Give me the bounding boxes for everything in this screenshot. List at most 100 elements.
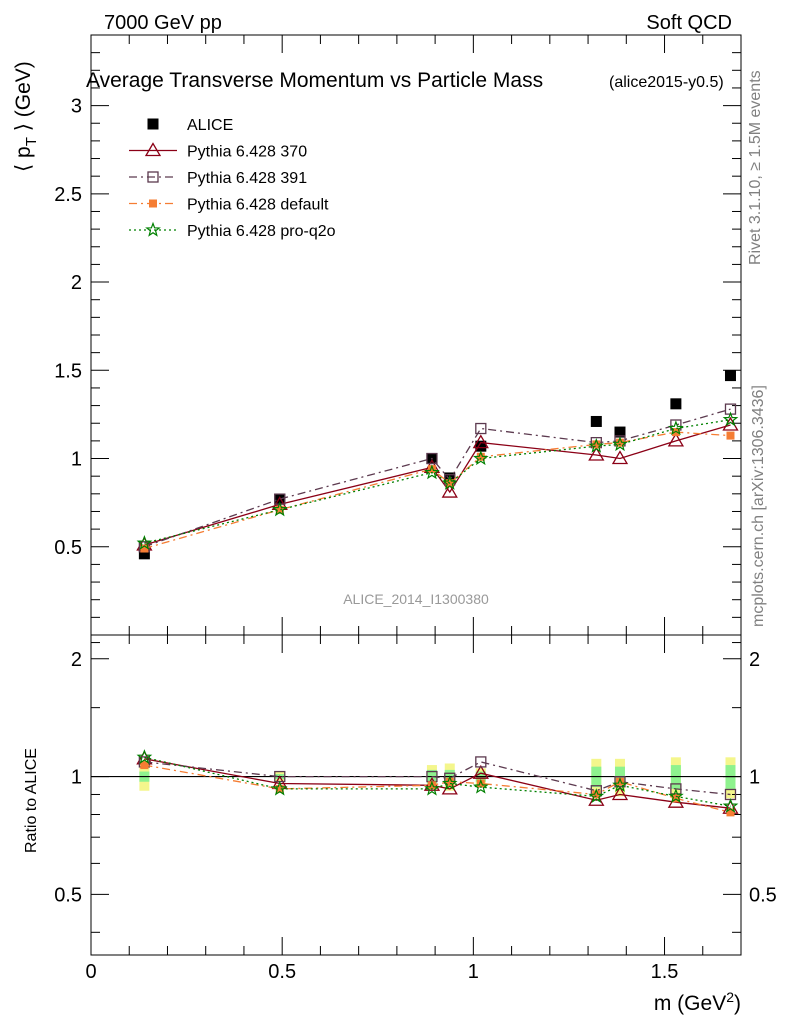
- legend-marker: [149, 199, 157, 208]
- ratio-y-axis-label: Ratio to ALICE: [23, 748, 40, 853]
- main-data-point: [441, 483, 458, 498]
- main-data-point: [427, 465, 436, 474]
- ratio-series-line: [144, 761, 731, 796]
- ratio-data-point: [668, 788, 684, 803]
- ratio-data-point: [726, 808, 735, 817]
- main-series-line: [144, 424, 731, 546]
- ratio-data-point: [424, 780, 440, 796]
- legend: ALICE Pythia 6.428 370 Pythia 6.428 391 Pyt…: [129, 117, 336, 240]
- ratio-axis-ticks: 0 0.5 1 1.5 0.5 0.5 1 1 2 2: [54, 635, 777, 983]
- ratio-data-point: [671, 794, 680, 803]
- ratio-data-point: [472, 778, 489, 794]
- main-data-point: [614, 426, 626, 438]
- ratio-data-point: [445, 777, 454, 786]
- main-data-point: [588, 437, 605, 453]
- ratio-data-point: [427, 781, 436, 790]
- legend-label: ALICE: [187, 117, 233, 134]
- x-tick-label: 0: [85, 961, 96, 983]
- main-series-pythia-6-428-pro-q2o: [136, 411, 739, 550]
- main-data-point: [667, 432, 685, 447]
- analysis-label: ALICE_2014_I1300380: [343, 591, 489, 607]
- ratio-data-point: [615, 777, 624, 786]
- main-data-point: [275, 505, 284, 514]
- main-y-tick-label: 2.5: [54, 184, 82, 206]
- legend-label: Pythia 6.428 391: [187, 170, 307, 187]
- x-axis-label: m (GeV2): [654, 989, 741, 1015]
- legend-label: Pythia 6.428 370: [187, 144, 307, 161]
- legend-marker: [144, 142, 162, 157]
- legend-entry-pythia-6-428-pro-q2o: Pythia 6.428 pro-q2o: [129, 221, 336, 240]
- svg-text:⟨ pT ⟩ (GeV): ⟨ pT ⟩ (GeV): [12, 61, 40, 172]
- main-data-point: [611, 450, 629, 465]
- main-data-point: [424, 464, 440, 480]
- ratio-plot-frame: [90, 634, 742, 956]
- main-data-point: [140, 544, 149, 553]
- main-y-tick-label: 0.5: [54, 537, 82, 559]
- main-panel: 0.5 1 1.5 2 2.5 3 Average Transverse Momentum…: [12, 34, 742, 636]
- main-data-point: [138, 548, 150, 560]
- ratio-data-point: [611, 786, 629, 801]
- main-data-point: [476, 452, 485, 461]
- ratio-data-point: [612, 777, 628, 792]
- ratio-data-point: [140, 761, 149, 770]
- legend-entry-pythia-6-428-370: Pythia 6.428 370: [129, 142, 307, 161]
- ratio-series-line: [144, 758, 731, 809]
- main-y-tick-label: 2: [71, 272, 82, 294]
- main-data-point: [475, 422, 487, 435]
- main-data-point: [671, 428, 680, 437]
- svg-text:m (GeV2): m (GeV2): [654, 989, 741, 1015]
- main-subtitle: (alice2015-y0.5): [609, 74, 724, 91]
- main-series-line: [144, 419, 731, 544]
- ratio-series-pythia-6-428-pro-q2o: [136, 749, 739, 813]
- ratio-y-tick-label-right: 2: [749, 649, 760, 671]
- ratio-data-point: [475, 756, 487, 768]
- ratio-series-line: [144, 756, 731, 807]
- ratio-series-pythia-6-428-391: [138, 756, 737, 801]
- x-tick-label: 0.5: [268, 961, 296, 983]
- ratio-series-pythia-6-428-default: [140, 761, 735, 817]
- legend-entry-pythia-6-428-default: Pythia 6.428 default: [129, 197, 329, 214]
- main-data-point: [612, 436, 628, 452]
- mcplots-label: mcplots.cern.ch [arXiv:1306.3436]: [750, 385, 767, 627]
- energy-label: 7000 GeV pp: [104, 12, 222, 34]
- ratio-series-pythia-6-428-370: [136, 750, 739, 814]
- ratio-data-point: [614, 776, 626, 788]
- x-tick-label: 1: [468, 961, 479, 983]
- main-data-point: [668, 420, 684, 436]
- legend-entry-pythia-6-428-391: Pythia 6.428 391: [129, 170, 307, 187]
- ratio-data-point: [271, 780, 288, 796]
- main-y-tick-label: 1.5: [54, 360, 82, 382]
- category-label: Soft QCD: [646, 12, 732, 34]
- ratio-y-tick-label: 2: [71, 649, 82, 671]
- main-data-point: [588, 446, 605, 461]
- main-data-point: [274, 493, 286, 505]
- main-data-point: [136, 534, 153, 550]
- legend-label: Pythia 6.428 default: [187, 197, 329, 214]
- main-series-line: [144, 431, 731, 550]
- legend-entry-alice: ALICE: [147, 117, 233, 134]
- ratio-data-point: [136, 749, 153, 765]
- ratio-data-point: [592, 790, 601, 799]
- rivet-label: Rivet 3.1.10, ≥ 1.5M events: [747, 70, 764, 265]
- legend-label: Pythia 6.428 pro-q2o: [187, 223, 336, 240]
- main-data-point: [475, 440, 487, 452]
- ratio-data-point: [722, 797, 739, 813]
- main-series-line: [144, 408, 731, 548]
- ratio-y-tick-label: 1: [71, 767, 82, 789]
- ratio-data-point: [275, 784, 284, 793]
- main-data-point: [441, 474, 458, 490]
- main-data-point: [592, 440, 601, 449]
- main-y-axis-label: ⟨ pT ⟩ (GeV): [12, 61, 40, 172]
- main-axis-ticks: 0.5 1 1.5 2 2.5 3: [54, 34, 742, 636]
- legend-marker: [145, 221, 161, 237]
- ratio-data-point: [441, 775, 458, 791]
- main-data-point: [426, 452, 438, 465]
- main-data-point: [726, 431, 735, 440]
- main-title: Average Transverse Momentum vs Particle …: [86, 69, 543, 92]
- ratio-data-point: [476, 779, 485, 788]
- x-tick-label: 1.5: [651, 961, 679, 983]
- main-data-point: [271, 501, 288, 517]
- main-data-point: [590, 415, 602, 427]
